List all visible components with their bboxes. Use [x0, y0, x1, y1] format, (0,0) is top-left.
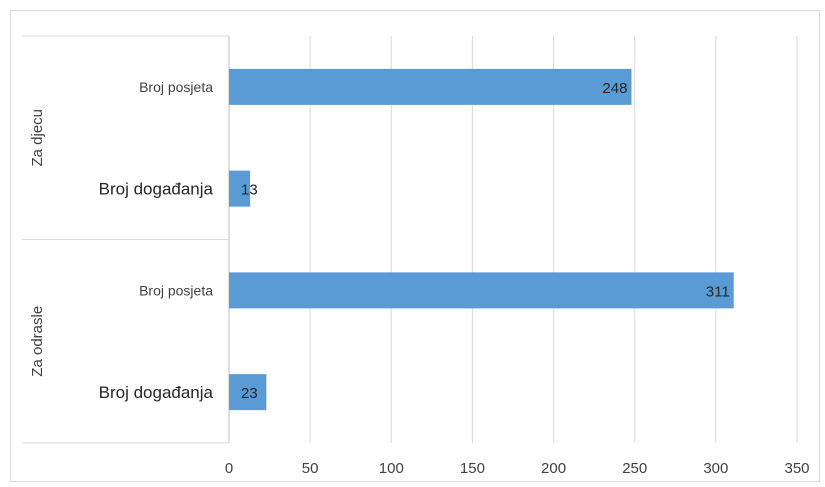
x-tick-label-50: 50 [302, 460, 319, 477]
category-label-0-1: Broj događanja [99, 180, 214, 199]
x-tick-label-100: 100 [379, 460, 404, 477]
bar-1-0 [229, 272, 734, 309]
x-tick-label-250: 250 [622, 460, 647, 477]
group-label-0: Za djecu [29, 109, 46, 167]
data-label-0-0: 248 [602, 80, 627, 97]
category-label-0-0: Broj posjeta [139, 79, 213, 95]
bar-1-1 [229, 374, 267, 411]
bar-0-0 [229, 68, 632, 105]
category-label-1-1: Broj događanja [99, 383, 214, 402]
x-tick-label-0: 0 [225, 460, 233, 477]
category-label-1-0: Broj posjeta [139, 282, 213, 298]
x-tick-label-300: 300 [703, 460, 728, 477]
x-tick-label-350: 350 [784, 460, 809, 477]
data-label-0-1: 13 [241, 182, 258, 199]
data-label-1-1: 23 [241, 385, 258, 402]
x-tick-label-150: 150 [460, 460, 485, 477]
x-tick-label-200: 200 [541, 460, 566, 477]
chart-frame [10, 10, 820, 482]
data-label-1-0: 311 [706, 283, 730, 300]
bar-0-1 [229, 170, 251, 207]
group-label-1: Za odrasle [29, 306, 46, 377]
